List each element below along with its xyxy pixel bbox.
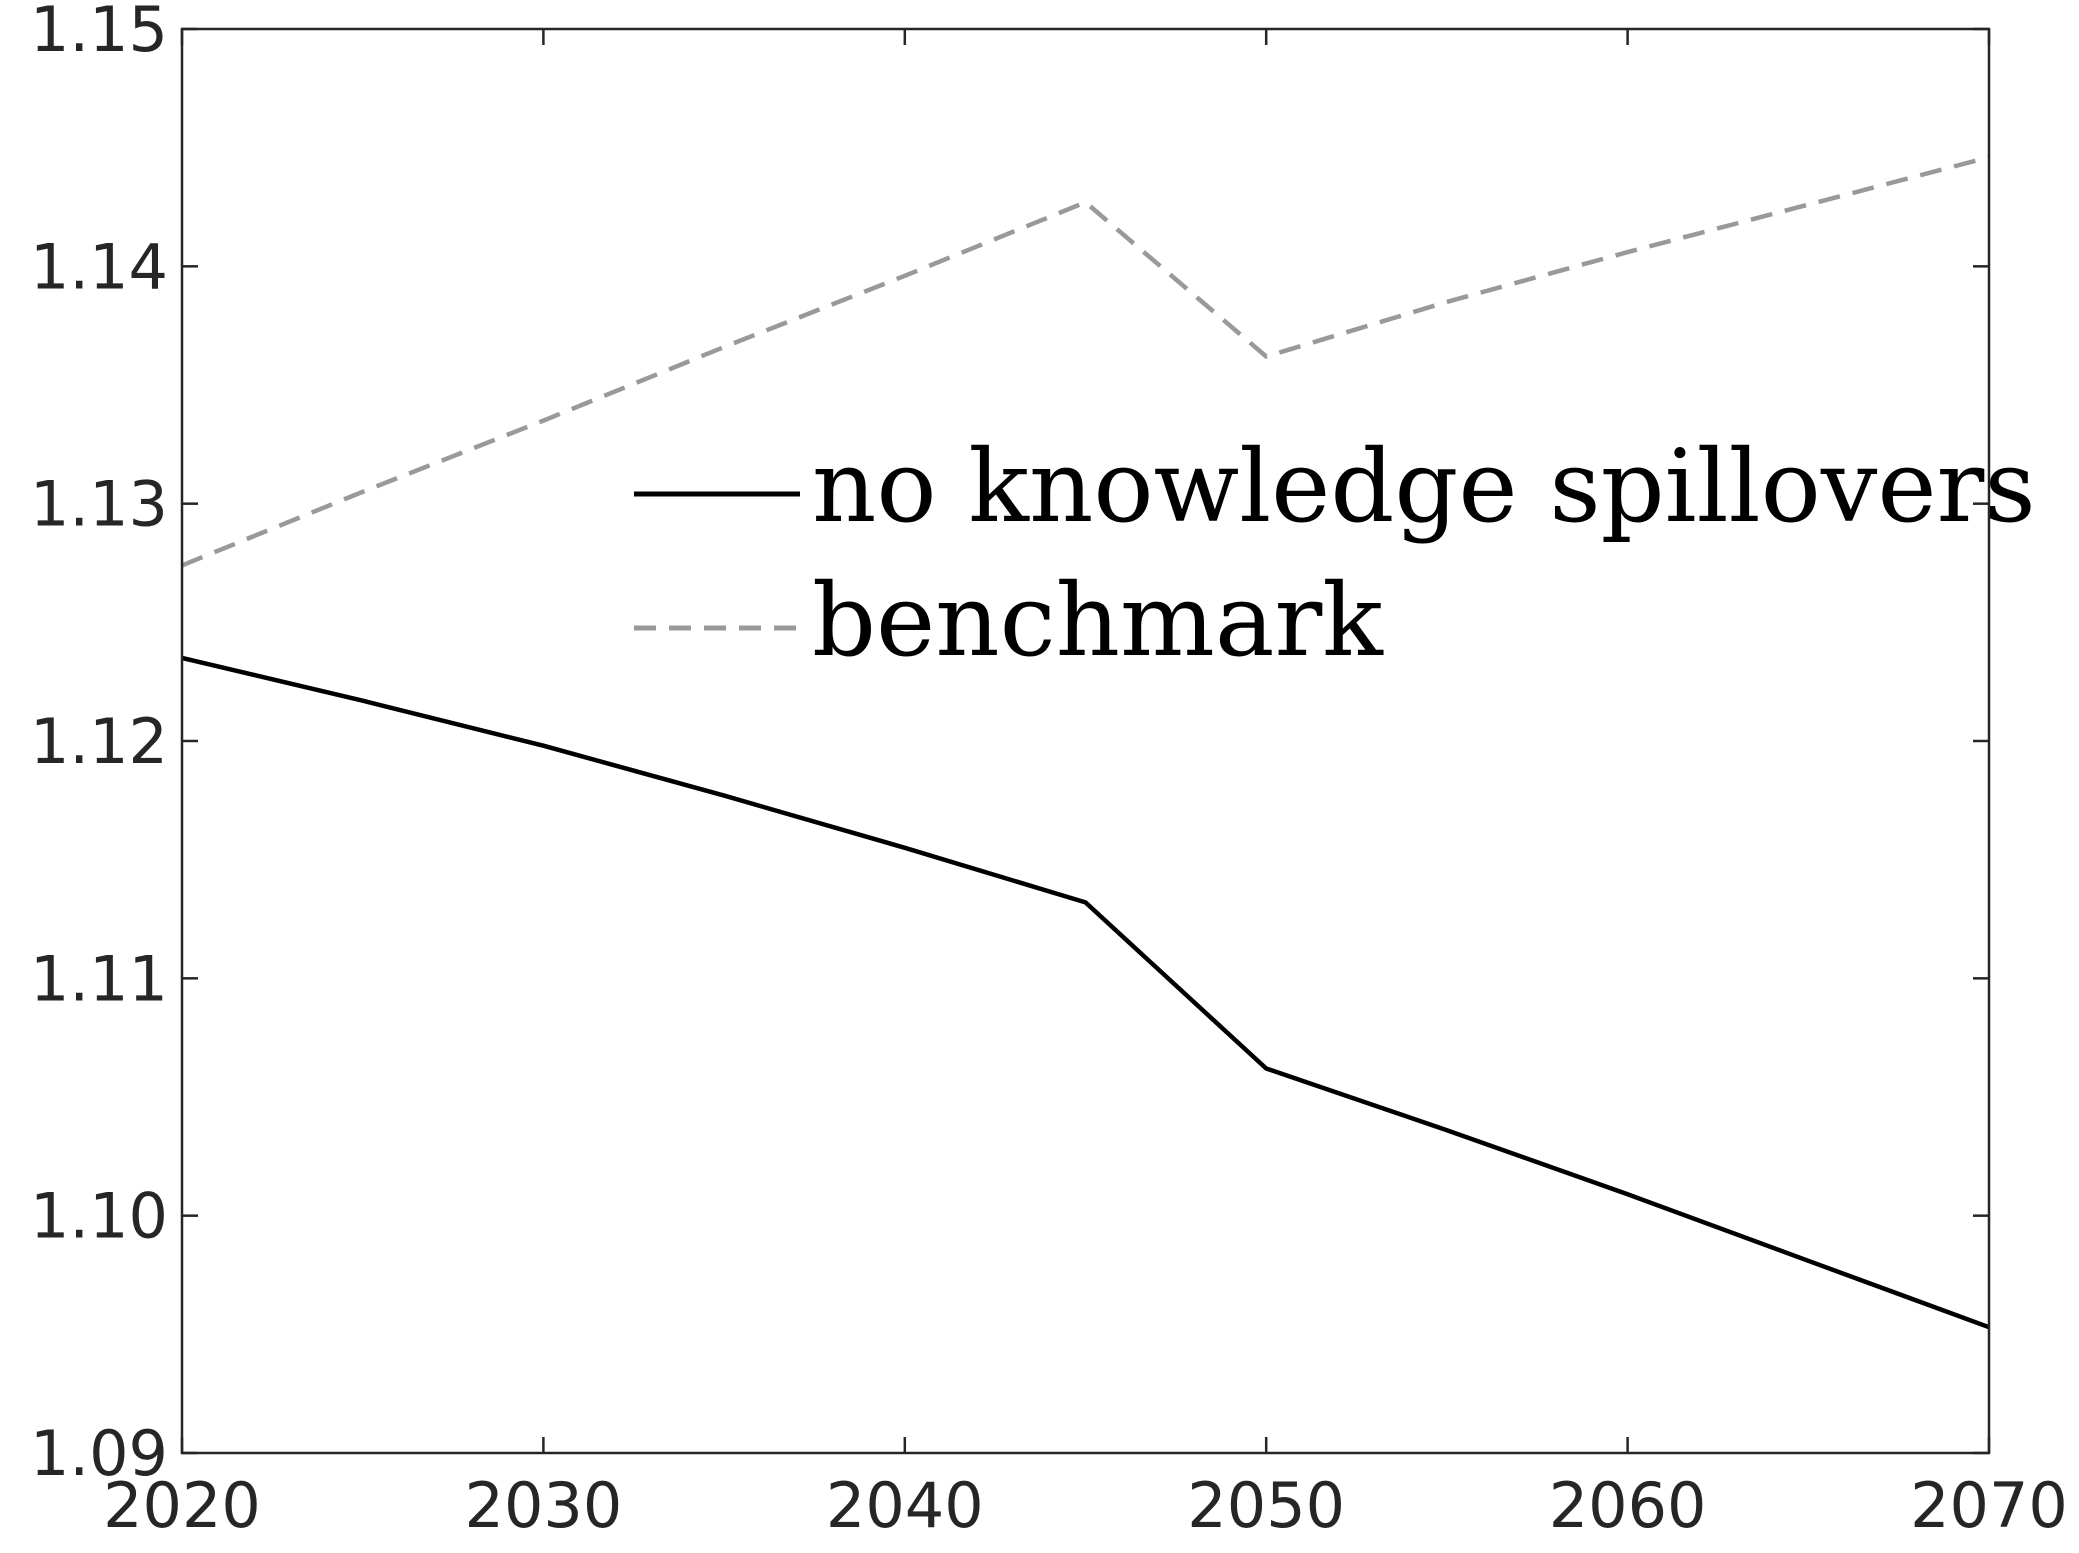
y-tick-label: 1.09 [30, 1417, 168, 1490]
series-line-1 [181, 655, 1990, 1330]
series-lines [181, 155, 1990, 1330]
series-line-2 [181, 155, 1990, 568]
y-tick-label: 1.13 [30, 468, 168, 541]
y-tick-label: 1.14 [30, 230, 168, 303]
x-tick-label: 2050 [1187, 1469, 1345, 1542]
x-tick-label: 2060 [1549, 1469, 1707, 1542]
x-tick-label: 2030 [465, 1469, 623, 1542]
x-tick-label: 2040 [826, 1469, 984, 1542]
plot-frame [180, 27, 1991, 1455]
legend-label: benchmark [812, 562, 1384, 679]
legend-label: no knowledge spillovers [812, 428, 2036, 545]
y-tick-label: 1.10 [30, 1180, 168, 1253]
axis-tick-labels: 2020 2030 2040 2050 2060 2070 1.09 1.10 1.11 1.12… [30, 0, 2068, 1542]
legend: no knowledge spillovers benchmark [634, 428, 2036, 679]
y-tick-label: 1.11 [30, 942, 168, 1015]
y-tick-label: 1.12 [30, 705, 168, 778]
axis-ticks [180, 27, 1991, 1455]
x-tick-label: 2070 [1910, 1469, 2068, 1542]
y-tick-label: 1.15 [30, 0, 168, 66]
x-tick-label: 2020 [103, 1469, 261, 1542]
